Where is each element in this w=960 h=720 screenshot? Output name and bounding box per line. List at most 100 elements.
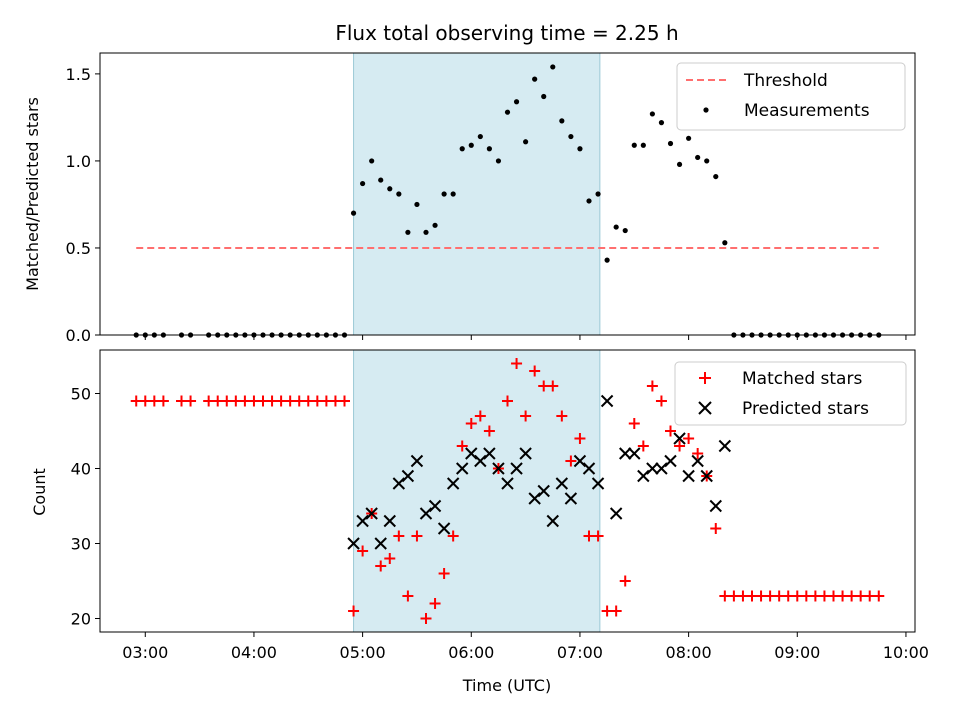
predicted-star-point: [628, 447, 641, 460]
legend-measurements-label: Measurements: [744, 101, 870, 121]
predicted-star-point: [637, 469, 650, 483]
x-b: [456, 462, 469, 475]
measurement-point: [523, 139, 529, 145]
measurement-point: [414, 201, 420, 208]
x-b: [383, 514, 396, 528]
measurement-point: [423, 229, 429, 235]
predicted-star-point: [428, 499, 442, 513]
y-tick-label: 1.5: [66, 65, 91, 84]
matched-star-point: [674, 440, 686, 452]
predicted-star-point: [392, 477, 406, 490]
measurement-point: [369, 158, 375, 164]
x-b: [646, 462, 659, 475]
measurement-point: [695, 154, 701, 161]
x-b: [519, 447, 532, 460]
x-axis-label: Time (UTC): [462, 676, 551, 695]
x-b: [410, 454, 424, 468]
predicted-star-point: [465, 447, 478, 460]
matched-star-point: [628, 418, 640, 429]
y-axis-label-count: Count: [30, 468, 49, 516]
x-b: [546, 514, 559, 528]
legend-box: [674, 361, 907, 426]
x-b: [365, 507, 378, 520]
measurement-point: [649, 111, 655, 117]
measurement-point: [459, 146, 465, 152]
predicted-star-point: [401, 469, 415, 483]
predicted-star-point: [555, 477, 569, 490]
matched-star-point: [610, 605, 622, 617]
chart-title: Flux total observing time = 2.25 h: [335, 21, 678, 45]
top-legend: Threshold Measurements: [676, 62, 906, 131]
predicted-star-point: [582, 462, 596, 475]
bottom-ticks: 03:00 04:00 05:00 06:00 07:00 08:00 09:00 10:00…: [71, 385, 929, 663]
predicted-star-point: [519, 447, 532, 460]
x-b: [374, 537, 387, 550]
predicted-star-point: [609, 507, 623, 520]
measurement-point: [550, 64, 556, 70]
measurement-point: [704, 158, 710, 164]
legend-predicted-swatch: [698, 401, 712, 415]
x-b: [609, 507, 623, 520]
predicted-star-point: [546, 514, 559, 528]
predicted-star-point: [492, 462, 505, 475]
x-b: [591, 477, 605, 490]
matched-star-point: [411, 530, 423, 542]
matched-star-point: [339, 395, 350, 407]
measurement-point: [405, 229, 411, 235]
x-b: [465, 447, 478, 460]
matched-star-point: [574, 433, 586, 444]
x-b: [664, 454, 677, 468]
x-tick-label: 08:00: [666, 643, 712, 662]
measurement-point: [350, 210, 357, 216]
predicted-star-point: [619, 447, 632, 460]
predicted-star-point: [682, 469, 695, 483]
measurement-point: [640, 142, 646, 148]
x-b: [347, 537, 360, 550]
x-b: [573, 454, 587, 468]
measurement-point: [532, 76, 538, 82]
predicted-star-point: [528, 492, 541, 505]
measurement-point: [667, 140, 674, 147]
legend-predicted-label: Predicted stars: [742, 399, 869, 419]
matched-star-point: [547, 380, 559, 392]
measurement-point: [468, 142, 474, 148]
matched-star-point: [185, 395, 197, 407]
matched-star-point: [375, 560, 387, 572]
measurement-point: [568, 133, 574, 140]
x-tick-label: 06:00: [448, 643, 494, 662]
measurement-point: [441, 191, 447, 197]
x-b: [691, 454, 704, 468]
predicted-star-point: [456, 462, 469, 475]
measurement-point: [622, 227, 628, 234]
matched-star-point: [393, 530, 405, 542]
predicted-star-point: [564, 492, 578, 505]
predicted-star-point: [419, 507, 433, 520]
measurement-point: [722, 240, 728, 246]
measurement-point: [378, 177, 384, 183]
matched-star-point: [483, 425, 495, 437]
x-b: [600, 394, 614, 408]
matched-star-point: [474, 410, 486, 422]
measurement-point: [360, 180, 366, 187]
x-b: [555, 477, 569, 490]
x-b: [682, 469, 695, 483]
legend-measurements-swatch: [703, 107, 709, 113]
predicted-star-point: [718, 439, 732, 453]
x-b: [474, 454, 487, 468]
measurement-point: [613, 224, 619, 230]
predicted-star-point: [537, 484, 550, 498]
matched-star-point: [157, 395, 169, 407]
measurement-point: [450, 191, 456, 197]
legend-matched-swatch: [699, 372, 711, 384]
y-tick-label: 40: [71, 460, 91, 479]
x-b: [419, 507, 433, 520]
predicted-star-point: [646, 462, 659, 475]
x-tick-label: 03:00: [122, 643, 168, 662]
x-b: [528, 492, 541, 505]
predicted-star-point: [655, 462, 668, 475]
x-b: [718, 439, 732, 453]
x-b: [582, 462, 596, 475]
matched-star-point: [556, 410, 568, 422]
matched-star-point: [637, 440, 649, 452]
matched-star-point: [420, 613, 432, 624]
